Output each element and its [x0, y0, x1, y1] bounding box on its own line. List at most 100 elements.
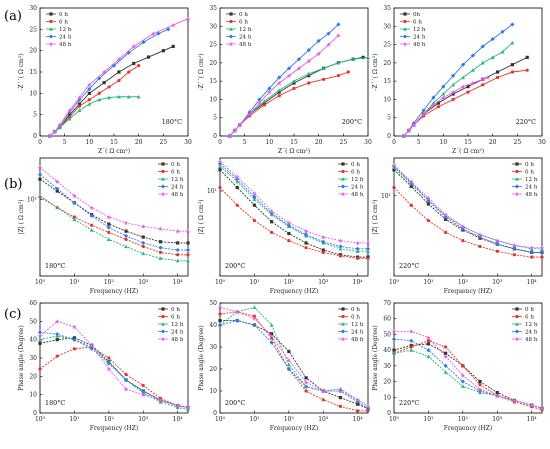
data-point [218, 319, 222, 323]
data-point [235, 318, 240, 323]
data-point [90, 223, 94, 227]
legend-marker [403, 27, 407, 31]
series-line [220, 320, 369, 410]
y-tick-label: 60 [383, 316, 391, 323]
data-point [436, 101, 440, 105]
data-point [262, 103, 266, 107]
legend-marker [49, 12, 53, 16]
data-point [326, 31, 331, 36]
series-0 [48, 44, 175, 138]
data-point [286, 357, 292, 363]
data-point [269, 208, 274, 214]
y-tick-label: 10 [29, 392, 37, 399]
plot-frame [219, 157, 369, 277]
plots-group: 0 5 10 15 20 25 30 0 5 10 15 20 25 30 Z´( Ω cm²) -Z´´( … [18, 5, 546, 432]
data-point [461, 239, 465, 243]
data-point [525, 68, 529, 72]
data-point [123, 386, 129, 392]
legend-marker [229, 19, 233, 24]
data-point [471, 68, 475, 72]
data-point [72, 347, 77, 351]
series-line [49, 96, 139, 137]
data-point [480, 60, 485, 65]
series-0 [38, 177, 190, 245]
data-point [97, 91, 101, 95]
data-point [106, 237, 111, 242]
legend-marker [515, 162, 519, 166]
y-tick-label: 15 [29, 69, 37, 76]
legend-label: 48 h [413, 42, 426, 48]
data-point [338, 246, 343, 251]
data-point [365, 404, 371, 409]
data-point [366, 249, 370, 253]
data-point [247, 111, 252, 117]
x-axis-label: Frequency (HZ) [90, 425, 138, 432]
y-axis-label: -Z´´( Ω cm²) [198, 53, 205, 90]
temperature-label: 200°C [342, 118, 362, 126]
y-tick-label: 0 [387, 410, 391, 417]
data-point [77, 95, 82, 100]
data-point [478, 383, 482, 387]
data-point [409, 345, 413, 349]
x-tick-label: 10² [104, 416, 115, 423]
data-point [77, 108, 82, 112]
data-point [366, 55, 370, 59]
data-point [443, 212, 448, 217]
data-point [158, 256, 163, 260]
y-tick-label: 20 [383, 379, 391, 386]
data-point [67, 117, 72, 121]
data-point [441, 92, 446, 96]
legend-label: 24 h [351, 185, 364, 191]
data-point [185, 228, 191, 234]
legend-marker [49, 27, 53, 31]
data-point [141, 40, 146, 45]
data-point [52, 129, 58, 134]
data-point [158, 226, 163, 232]
plot-frame [39, 302, 189, 414]
legend-marker [403, 19, 407, 24]
y-axis-label: -Z´´( Ω cm²) [18, 53, 25, 90]
legend: 0 h 6 h12 h 24 h48 h [226, 12, 252, 48]
data-point [444, 345, 448, 349]
data-point [391, 337, 397, 342]
series-line [39, 174, 188, 251]
data-point [124, 244, 128, 249]
x-axis-label: Frequency (HZ) [444, 288, 492, 295]
data-point [218, 312, 222, 316]
data-point [106, 225, 111, 230]
data-point [176, 241, 180, 245]
temperature-label: 200°C [225, 399, 245, 407]
data-point [338, 254, 343, 258]
x-tick-label: 10⁴ [527, 416, 538, 423]
legend-marker [340, 329, 346, 334]
data-point [529, 245, 534, 250]
data-point [441, 84, 446, 89]
legend-marker [515, 314, 519, 319]
series-line [219, 320, 369, 409]
legend-label: 24 h [171, 330, 184, 336]
series-line [393, 338, 543, 409]
data-point [47, 133, 53, 139]
data-point [55, 189, 59, 193]
data-point [450, 89, 456, 95]
data-point [141, 224, 146, 229]
data-point [321, 250, 325, 254]
data-point [252, 316, 257, 321]
x-tick-label: 10¹ [423, 279, 433, 286]
legend-label: 6 h [239, 20, 248, 26]
y-tick-label: 10 [383, 394, 391, 401]
series-4 [391, 329, 545, 411]
data-point [490, 37, 495, 42]
data-point [186, 241, 190, 245]
data-point [89, 213, 94, 218]
legend-label: 0 h [59, 12, 68, 18]
series-1 [402, 68, 529, 138]
data-point [218, 185, 222, 190]
series-line [49, 45, 174, 137]
x-tick-label: 10⁴ [527, 279, 538, 286]
series-1 [228, 70, 350, 138]
legend: 0h 6 h12 h 24 h48 h [400, 12, 426, 48]
x-tick-label: 10⁰ [215, 279, 226, 286]
data-point [346, 70, 350, 74]
data-point [500, 29, 505, 34]
